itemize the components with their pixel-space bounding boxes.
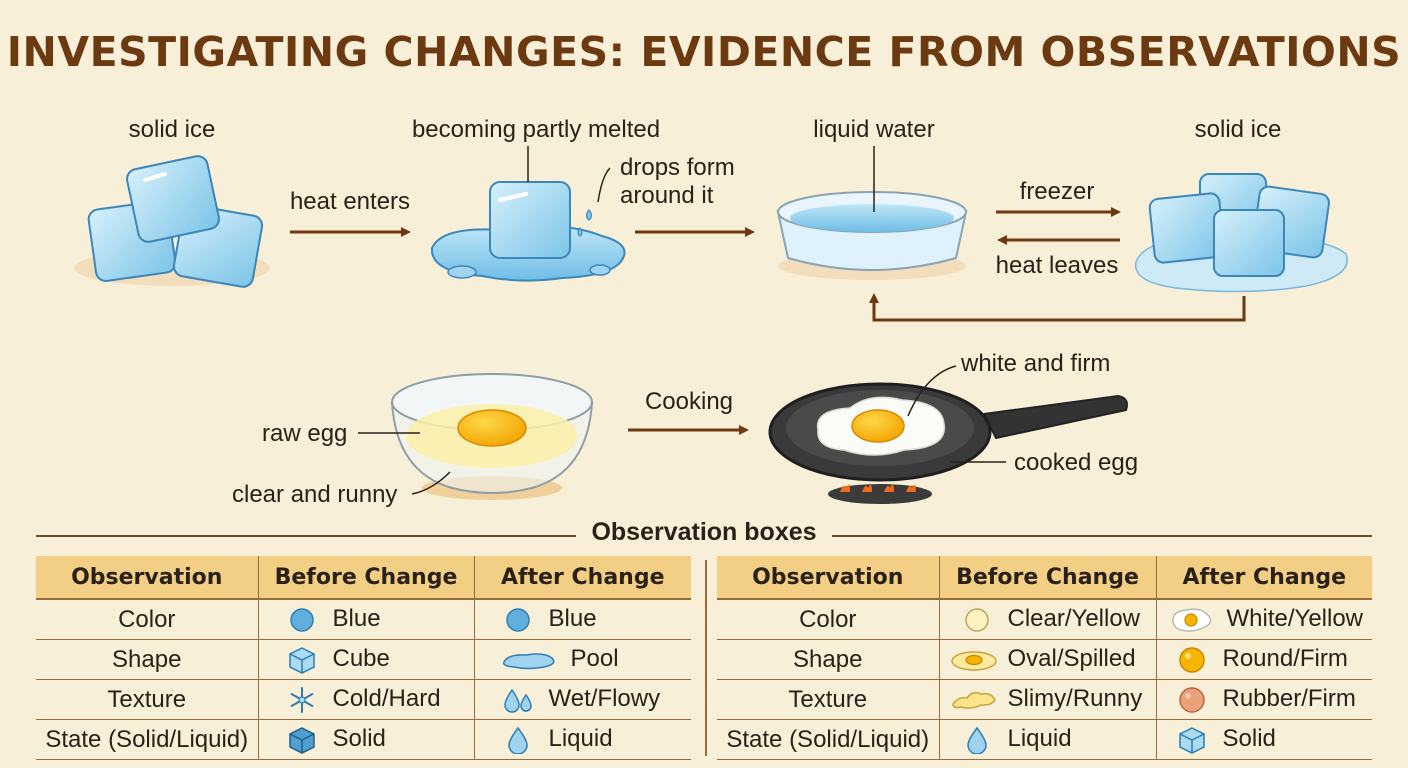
table-row: Shape Cube Pool	[36, 639, 691, 680]
snowflake-icon	[285, 686, 319, 714]
water-drop-icon	[501, 726, 535, 754]
header-observation: Observation	[717, 556, 939, 600]
water-drop-icon	[960, 726, 994, 754]
after-cell: Solid	[1155, 719, 1372, 760]
header-after-change: After Change	[473, 556, 691, 600]
after-cell: Pool	[473, 639, 691, 680]
blue-circle-icon	[501, 606, 535, 634]
blue-circle-icon	[285, 606, 319, 634]
table-row: Texture Cold/Hard Wet/Flowy	[36, 679, 691, 720]
after-cell: Blue	[473, 599, 691, 640]
table-divider	[705, 560, 707, 756]
header-before-change: Before Change	[257, 556, 474, 600]
before-cell: Blue	[257, 599, 474, 640]
ice-observation-table: Observation Before Change After Change C…	[36, 556, 691, 760]
arrow-return-loop	[869, 293, 1246, 322]
water-drops-icon	[501, 686, 535, 714]
label-solid-ice-2: solid ice	[1194, 116, 1282, 143]
before-cell: Cube	[257, 639, 474, 680]
frying-pan	[768, 365, 1128, 504]
section-rule-left	[36, 535, 576, 537]
table-row: State (Solid/Liquid) Solid Liquid	[36, 719, 691, 760]
label-partly-melted: becoming partly melted	[411, 116, 661, 143]
label-drops-line1: drops form	[620, 154, 735, 181]
water-pool-icon	[501, 646, 557, 674]
melting-cube	[430, 146, 626, 282]
label-cooked-egg: cooked egg	[1014, 449, 1139, 476]
label-clear-runny: clear and runny	[232, 481, 398, 508]
ice-cube-icon	[1175, 726, 1209, 754]
label-freezer: freezer	[1019, 178, 1095, 205]
header-after-change: After Change	[1155, 556, 1372, 600]
header-before-change: Before Change	[938, 556, 1156, 600]
before-cell: Solid	[257, 719, 474, 760]
before-cell: Oval/Spilled	[938, 639, 1156, 680]
before-cell: Clear/Yellow	[938, 599, 1156, 640]
section-rule-right	[832, 535, 1372, 537]
raw-egg-bowl	[358, 373, 594, 500]
blue-cube-icon	[285, 726, 319, 754]
row-label: State (Solid/Liquid)	[717, 719, 939, 760]
row-label: Shape	[717, 639, 939, 680]
row-label: Texture	[36, 679, 258, 720]
label-heat-enters: heat enters	[289, 188, 411, 215]
table-row: Shape Oval/Spilled Round/Firm	[717, 639, 1372, 680]
ice-cubes-group-1	[74, 155, 270, 288]
label-liquid-water: liquid water	[813, 116, 935, 143]
spilled-egg-icon	[950, 646, 998, 674]
label-white-firm: white and firm	[961, 350, 1111, 377]
label-raw-egg: raw egg	[262, 420, 348, 447]
before-cell: Slimy/Runny	[938, 679, 1156, 720]
process-illustration	[74, 146, 1348, 504]
header-observation: Observation	[36, 556, 258, 600]
ice-cubes-group-2	[1135, 173, 1348, 293]
pale-yellow-circle-icon	[960, 606, 994, 634]
observation-section-title: Observation boxes	[0, 518, 1408, 547]
row-label: State (Solid/Liquid)	[36, 719, 258, 760]
before-cell: Liquid	[938, 719, 1156, 760]
page-title: INVESTIGATING CHANGES: EVIDENCE FROM OBS…	[6, 28, 1402, 76]
water-dish	[776, 146, 968, 280]
row-label: Color	[717, 599, 939, 640]
label-cooking: Cooking	[644, 388, 734, 415]
row-label: Shape	[36, 639, 258, 680]
table-row: Color Clear/Yellow White/Yellow	[717, 599, 1372, 640]
label-heat-leaves: heat leaves	[995, 252, 1119, 279]
table-row: Texture Slimy/Runny Rubber/Firm	[717, 679, 1372, 720]
after-cell: White/Yellow	[1155, 599, 1372, 640]
table-row: Color Blue Blue	[36, 599, 691, 640]
after-cell: Wet/Flowy	[473, 679, 691, 720]
after-cell: Liquid	[473, 719, 691, 760]
before-cell: Cold/Hard	[257, 679, 474, 720]
table-row: State (Solid/Liquid) Liquid Solid	[717, 719, 1372, 760]
slimy-egg-icon	[950, 686, 998, 714]
row-label: Texture	[717, 679, 939, 720]
egg-observation-table: Observation Before Change After Change C…	[717, 556, 1372, 760]
yolk-circle-icon	[1175, 646, 1209, 674]
label-solid-ice-1: solid ice	[128, 116, 216, 143]
row-label: Color	[36, 599, 258, 640]
after-cell: Rubber/Firm	[1155, 679, 1372, 720]
ice-cube-icon	[285, 646, 319, 674]
label-drops-line2: around it	[620, 182, 714, 209]
rubber-ball-icon	[1175, 686, 1209, 714]
fried-egg-icon	[1169, 606, 1213, 634]
after-cell: Round/Firm	[1155, 639, 1372, 680]
